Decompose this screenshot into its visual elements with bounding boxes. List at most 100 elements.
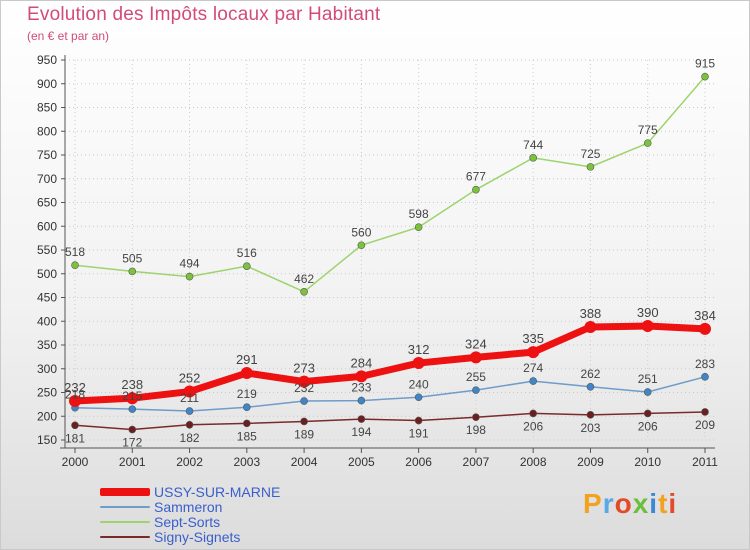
- data-label: 218: [65, 388, 85, 402]
- data-point: [128, 405, 137, 413]
- legend-item: Sept-Sorts: [100, 515, 360, 529]
- data-label: 312: [408, 342, 430, 357]
- data-label: 194: [351, 425, 371, 439]
- data-label: 274: [523, 361, 543, 375]
- legend-label: USSY-SUR-MARNE: [154, 484, 281, 500]
- y-tick-label: 700: [37, 172, 57, 186]
- x-tick-label: 2005: [348, 455, 375, 469]
- legend-item: Signy-Signets: [100, 530, 360, 544]
- data-label: 560: [351, 225, 371, 239]
- data-point: [584, 320, 597, 333]
- data-label: 182: [180, 431, 200, 445]
- data-label: 284: [351, 355, 373, 370]
- data-label: 198: [466, 423, 486, 437]
- series-line-ussy-sur-marne: [74, 322, 706, 405]
- y-tick-label: 600: [37, 219, 57, 233]
- data-label: 505: [122, 251, 142, 265]
- data-point: [643, 409, 652, 418]
- data-label: 775: [638, 123, 658, 137]
- logo-letter: P: [583, 488, 603, 519]
- data-point: [469, 351, 482, 364]
- data-label: 677: [466, 170, 486, 184]
- x-tick-label: 2000: [62, 455, 89, 469]
- y-tick-label: 250: [37, 386, 57, 400]
- chart-subtitle: (en € et par an): [27, 29, 110, 43]
- legend-label: Sammeron: [154, 499, 223, 515]
- y-tick-label: 350: [37, 338, 57, 352]
- data-label: 209: [695, 418, 715, 432]
- data-point: [298, 375, 311, 388]
- data-point: [243, 403, 251, 412]
- legend-swatch: [100, 488, 150, 496]
- y-tick-label: 900: [37, 77, 57, 91]
- data-label: 388: [580, 306, 602, 321]
- x-tick-label: 2001: [119, 455, 146, 469]
- data-label: 725: [580, 147, 600, 161]
- y-tick-label: 400: [37, 314, 57, 328]
- x-tick-label: 2007: [463, 455, 490, 469]
- data-point: [185, 420, 194, 429]
- data-point: [586, 163, 595, 171]
- data-point: [355, 370, 368, 383]
- legend-item: Sammeron: [100, 500, 360, 514]
- data-label: 203: [580, 421, 600, 435]
- logo-letter: t: [658, 488, 669, 519]
- data-point: [357, 241, 366, 250]
- data-point: [472, 413, 480, 422]
- data-label: 915: [695, 57, 715, 71]
- data-point: [126, 392, 139, 405]
- data-label: 255: [466, 370, 486, 384]
- data-point: [643, 139, 652, 147]
- data-label: 462: [294, 272, 314, 286]
- y-tick-label: 300: [37, 362, 57, 376]
- data-point: [414, 223, 423, 231]
- data-point: [185, 272, 194, 281]
- data-label: 516: [237, 246, 257, 260]
- data-point: [701, 373, 709, 381]
- chart-title: Evolution des Impôts locaux par Habitant: [27, 4, 381, 25]
- y-tick-label: 150: [37, 433, 57, 447]
- x-tick-label: 2003: [233, 455, 260, 469]
- x-tick-label: 2008: [520, 455, 547, 469]
- data-label: 189: [294, 427, 314, 441]
- data-point: [641, 320, 654, 332]
- series-line-sept-sorts: [74, 76, 706, 293]
- data-point: [472, 185, 480, 194]
- logo-letter: i: [668, 488, 678, 519]
- data-point: [527, 346, 540, 359]
- data-point: [529, 154, 537, 162]
- data-label: 273: [293, 361, 315, 376]
- y-tick-label: 450: [37, 291, 57, 305]
- data-label: 238: [121, 377, 143, 392]
- data-label: 172: [122, 436, 142, 450]
- y-tick-label: 550: [37, 243, 57, 257]
- legend-label: Sept-Sorts: [154, 514, 221, 530]
- data-label: 240: [409, 377, 429, 391]
- data-label: 206: [638, 419, 658, 433]
- data-label: 324: [465, 336, 487, 351]
- data-label: 219: [237, 387, 257, 401]
- data-point: [586, 411, 595, 419]
- data-point: [414, 416, 423, 425]
- logo-letter: r: [602, 488, 615, 519]
- data-point: [529, 377, 537, 385]
- data-label: 518: [65, 245, 85, 259]
- x-tick-label: 2006: [405, 455, 432, 469]
- data-point: [240, 367, 253, 380]
- data-label: 744: [523, 138, 543, 152]
- data-point: [412, 357, 425, 370]
- data-point: [701, 408, 709, 416]
- data-point: [300, 417, 308, 426]
- data-point: [71, 261, 79, 270]
- data-label: 251: [638, 372, 658, 386]
- data-point: [357, 415, 366, 423]
- data-point: [183, 385, 196, 398]
- x-tick-label: 2009: [577, 455, 604, 469]
- data-label: 384: [694, 308, 716, 323]
- data-label: 215: [122, 389, 142, 403]
- data-point: [699, 322, 711, 335]
- data-point: [300, 397, 308, 405]
- data-label: 185: [237, 429, 257, 443]
